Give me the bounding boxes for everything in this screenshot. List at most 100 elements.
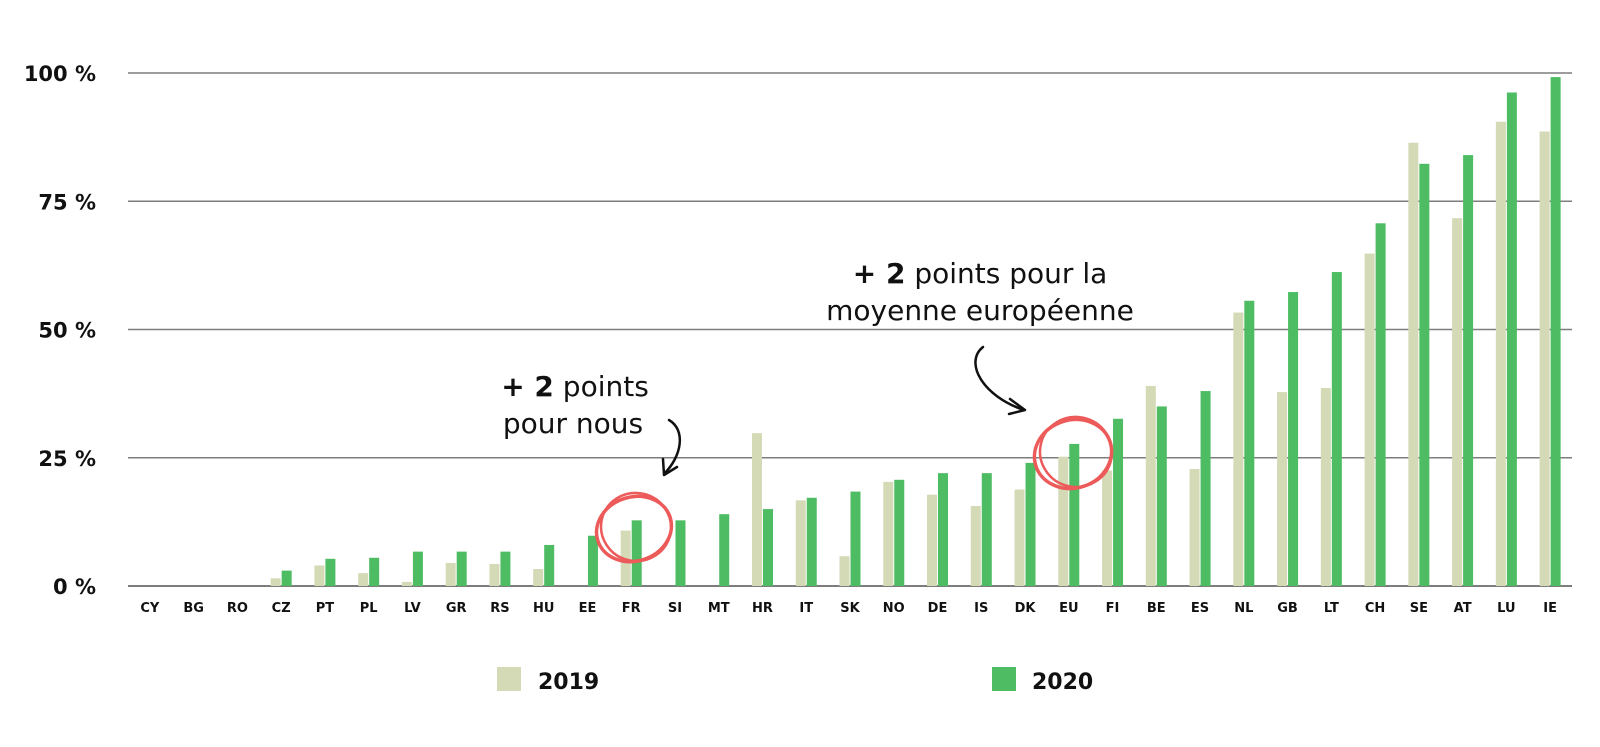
x-tick-label: HR: [752, 601, 773, 616]
legend-label-2020: 2020: [1032, 670, 1093, 695]
annotation-fr-line2: pour nous: [503, 407, 643, 440]
bar-2019-LV: [401, 581, 412, 586]
legend-swatch-2020: [992, 667, 1016, 691]
bar-2019-DK: [1014, 489, 1025, 586]
bar-2019-PT: [314, 565, 325, 586]
bar-2020-FR: [631, 520, 642, 586]
x-tick-label: GR: [446, 601, 467, 616]
bar-2020-ES: [1200, 391, 1211, 586]
highlight-circle-eu-stroke2: [1038, 415, 1114, 489]
bar-2019-CZ: [270, 578, 281, 586]
annotation-fr-rest: points: [554, 370, 649, 403]
x-tick-label: SK: [840, 601, 860, 616]
bar-2020-FI: [1113, 418, 1124, 586]
bar-2019-ES: [1189, 469, 1200, 586]
bar-2020-BE: [1156, 406, 1167, 586]
highlight-circle-fr: [594, 491, 674, 564]
x-tick-label: EU: [1059, 601, 1078, 616]
bars: [270, 77, 1561, 587]
bar-2020-PT: [325, 558, 336, 586]
bar-2020-LV: [412, 551, 423, 586]
bar-2020-HU: [544, 544, 555, 586]
x-tick-label: NL: [1234, 601, 1253, 616]
y-tick-label: 25 %: [38, 447, 96, 471]
x-tick-label: CY: [140, 601, 160, 616]
bar-2020-AT: [1463, 155, 1474, 586]
annotation-eu-line1: + 2 points pour la: [853, 257, 1108, 290]
bar-2020-NO: [894, 479, 905, 586]
bar-2019-IS: [970, 505, 981, 586]
y-tick-label: 75 %: [38, 190, 96, 214]
x-tick-label: NO: [883, 601, 905, 616]
x-tick-label: GB: [1277, 601, 1298, 616]
bar-2020-LU: [1506, 92, 1517, 586]
bar-2019-NO: [883, 481, 894, 586]
y-tick-label: 100 %: [24, 62, 96, 86]
bar-2019-LT: [1320, 387, 1331, 586]
x-tick-label: SI: [668, 601, 682, 616]
bar-2020-SE: [1419, 163, 1430, 586]
highlight-circle-fr-stroke2: [599, 491, 673, 563]
bar-2020-IS: [981, 473, 992, 586]
x-tick-label: IS: [974, 601, 988, 616]
x-tick-label: IT: [799, 601, 813, 616]
legend-label-2019: 2019: [538, 670, 599, 695]
legend: 2019 2020: [497, 667, 1093, 695]
x-tick-label: LT: [1324, 601, 1339, 616]
y-tick-label: 50 %: [38, 319, 96, 343]
legend-swatch-2019: [497, 667, 521, 691]
x-tick-label: DK: [1015, 601, 1037, 616]
bar-2020-IT: [806, 497, 817, 586]
bar-2019-DE: [927, 494, 938, 586]
x-tick-label: CH: [1365, 601, 1385, 616]
bar-2020-HR: [762, 509, 773, 586]
bar-2020-PL: [369, 557, 380, 586]
bar-2020-SK: [850, 491, 861, 586]
bar-2019-HR: [751, 433, 762, 586]
x-tick-label: IE: [1543, 601, 1557, 616]
bar-2019-AT: [1452, 218, 1463, 586]
arrowhead-icon-fr: [661, 457, 679, 477]
bar-2020-CZ: [281, 570, 292, 586]
bar-2020-IE: [1550, 77, 1561, 586]
bar-2020-EE: [587, 535, 598, 586]
x-tick-label: CZ: [272, 601, 291, 616]
x-tick-label: DE: [928, 601, 948, 616]
bar-2020-DE: [938, 473, 949, 586]
bar-2019-GR: [445, 562, 456, 586]
arrow-icon-fr: [662, 418, 682, 476]
bar-2020-RS: [500, 551, 511, 586]
bar-2019-IE: [1539, 131, 1550, 586]
bar-2019-LU: [1495, 121, 1506, 587]
gridlines: [128, 72, 1572, 587]
x-tick-label: HU: [533, 601, 554, 616]
bar-2020-EU: [1069, 443, 1080, 586]
x-tick-label: ES: [1191, 601, 1209, 616]
x-tick-label: LV: [404, 601, 421, 616]
bar-2019-GB: [1277, 392, 1288, 586]
bar-2020-GB: [1288, 292, 1299, 586]
bar-2020-NL: [1244, 300, 1255, 586]
bar-2019-NL: [1233, 312, 1244, 586]
x-tick-label: PT: [316, 601, 335, 616]
x-tick-label: MT: [708, 601, 730, 616]
bar-2019-EU: [1058, 456, 1069, 586]
bar-2019-BE: [1145, 385, 1156, 586]
x-tick-label: RO: [227, 601, 248, 616]
bar-2020-MT: [719, 514, 730, 586]
x-tick-label: SE: [1410, 601, 1428, 616]
annotation-fr: + 2 points pour nous: [501, 370, 682, 477]
bar-2019-HU: [533, 569, 544, 586]
bar-2020-DK: [1025, 462, 1036, 586]
bar-2019-CH: [1364, 253, 1375, 587]
x-axis-ticks: CY BG RO CZ PT PL LV GR RS HU EE FR SI MT HR IT SK NO DE IS…: [140, 601, 1557, 616]
y-tick-label: 0 %: [53, 575, 96, 599]
y-axis-ticks: 0 % 25 % 50 % 75 % 100 %: [24, 62, 96, 599]
annotation-fr-line1: + 2 points: [501, 370, 649, 403]
bar-2019-PL: [358, 573, 369, 586]
bar-2019-SK: [839, 556, 850, 586]
x-tick-label: BG: [183, 601, 204, 616]
x-tick-label: RS: [490, 601, 509, 616]
bar-2020-LT: [1331, 272, 1342, 586]
